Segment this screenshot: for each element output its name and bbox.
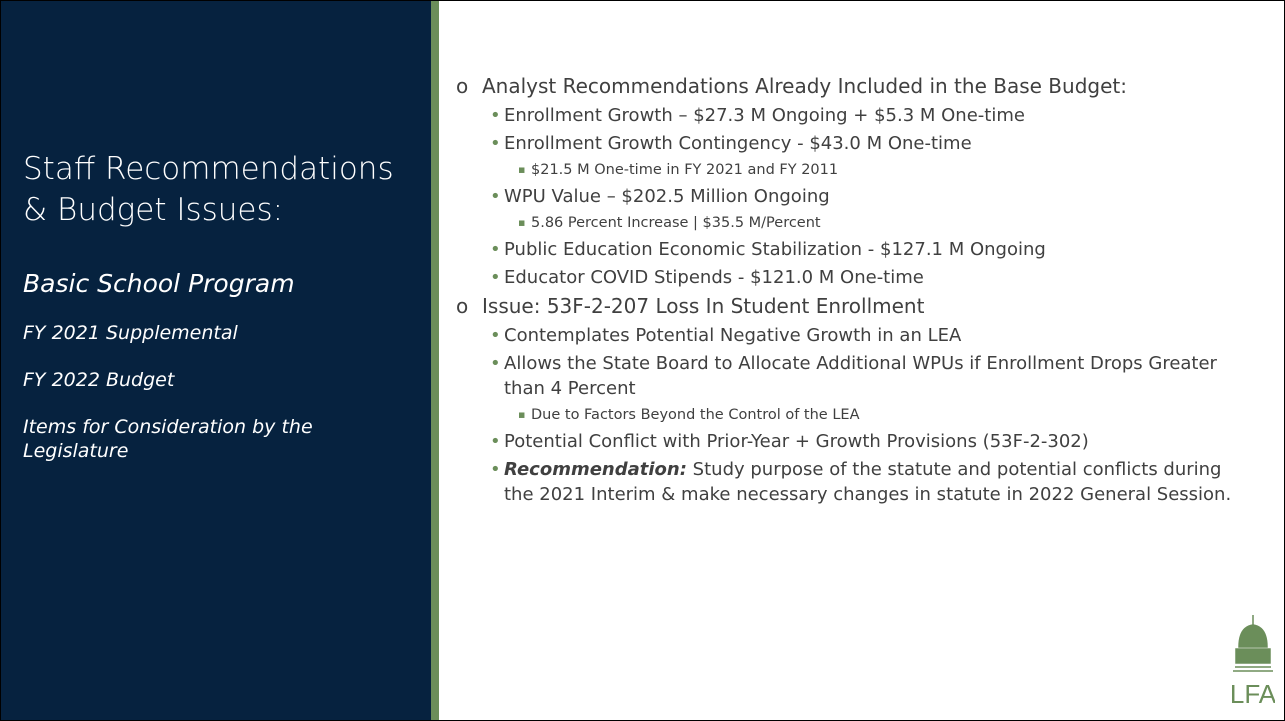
bullet-item: WPU Value – $202.5 Million Ongoing [456,184,1236,209]
sub-bullet: 5.86 Percent Increase | $35.5 M/Percent [456,212,1236,234]
bullet-text: Enrollment Growth – $27.3 M Ongoing + $5… [504,105,1025,126]
bullet-item: Public Education Economic Stabilization … [456,237,1236,262]
sidebar: Staff Recommendations & Budget Issues: B… [1,1,431,720]
bullet-item: Allows the State Board to Allocate Addit… [456,351,1236,401]
bullet-item: Contemplates Potential Negative Growth i… [456,323,1236,348]
bullet-text: Contemplates Potential Negative Growth i… [504,325,962,346]
bullet-text: Educator COVID Stipends - $121.0 M One-t… [504,267,924,288]
sub-bullet: Due to Factors Beyond the Control of the… [456,404,1236,426]
section-heading: Issue: 53F-2-207 Loss In Student Enrollm… [456,293,1236,320]
bullet-text: Public Education Economic Stabilization … [504,239,1046,260]
content: Analyst Recommendations Already Included… [456,73,1236,510]
bullet-text: Enrollment Growth Contingency - $43.0 M … [504,133,972,154]
logo-text: LFA [1231,679,1275,709]
section-heading: Analyst Recommendations Already Included… [456,73,1236,100]
slide-title: Staff Recommendations & Budget Issues: [23,151,394,228]
bullet-item: Enrollment Growth Contingency - $43.0 M … [456,131,1236,156]
bullet-item: Potential Conflict with Prior-Year + Gro… [456,429,1236,454]
accent-bar [431,1,439,720]
bullet-item: Educator COVID Stipends - $121.0 M One-t… [456,265,1236,290]
sidebar-line: Items for Consideration by the Legislatu… [23,416,313,462]
bullet-text: WPU Value – $202.5 Million Ongoing [504,186,830,207]
bullet-item: Recommendation: Study purpose of the sta… [456,457,1236,507]
sidebar-line: FY 2022 Budget [23,369,175,391]
sub-bullet: $21.5 M One-time in FY 2021 and FY 2011 [456,159,1236,181]
logo: LFA [1231,615,1275,709]
slide-subtitle: Basic School Program [23,269,295,298]
sidebar-line: FY 2021 Supplemental [23,322,238,344]
bullet-text: Potential Conflict with Prior-Year + Gro… [504,431,1089,452]
bullet-text: Study purpose of the statute and potenti… [504,459,1232,505]
bullet-label: Recommendation: [504,459,687,480]
bullet-text: Allows the State Board to Allocate Addit… [504,353,1217,399]
sidebar-lines: FY 2021 Supplemental FY 2022 Budget Items … [23,321,383,486]
bullet-item: Enrollment Growth – $27.3 M Ongoing + $5… [456,103,1236,128]
